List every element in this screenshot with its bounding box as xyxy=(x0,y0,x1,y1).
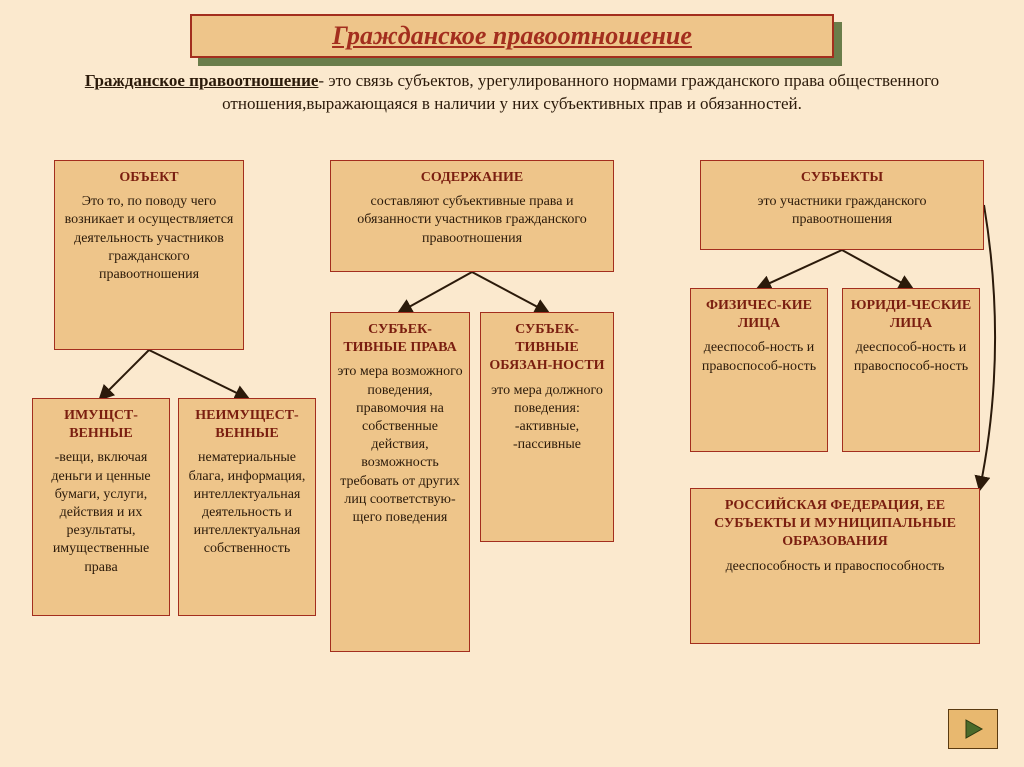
box-subjects-rf-heading: РОССИЙСКАЯ ФЕДЕРАЦИЯ, ЕЕ СУБЪЕКТЫ И МУНИ… xyxy=(697,497,973,552)
box-subjects-body: это участники гражданского правоотношени… xyxy=(707,193,977,229)
box-subjects-individuals: ФИЗИЧЕС-КИЕ ЛИЦА дееспособ-ность и право… xyxy=(690,288,828,452)
box-subjects-legal-heading: ЮРИДИ-ЧЕСКИЕ ЛИЦА xyxy=(849,297,973,333)
box-object-tangible: ИМУЩСТ-ВЕННЫЕ -вещи, включая деньги и це… xyxy=(32,398,170,616)
box-subjects-rf: РОССИЙСКАЯ ФЕДЕРАЦИЯ, ЕЕ СУБЪЕКТЫ И МУНИ… xyxy=(690,488,980,644)
box-content-heading: СОДЕРЖАНИЕ xyxy=(337,169,607,187)
box-object-tangible-heading: ИМУЩСТ-ВЕННЫЕ xyxy=(39,407,163,443)
box-content-rights-body: это мера возможного поведения, правомочи… xyxy=(337,363,463,527)
box-content-duties: СУБЪЕК-ТИВНЫЕ ОБЯЗАН-НОСТИ это мера долж… xyxy=(480,312,614,542)
box-content-duties-heading: СУБЪЕК-ТИВНЫЕ ОБЯЗАН-НОСТИ xyxy=(487,321,607,376)
box-subjects-rf-body: дееспособность и правоспособность xyxy=(697,558,973,576)
definition-body: - это связь субъектов, урегулированного … xyxy=(222,71,939,113)
box-subjects-legal: ЮРИДИ-ЧЕСКИЕ ЛИЦА дееспособ-ность и прав… xyxy=(842,288,980,452)
box-subjects-heading: СУБЪЕКТЫ xyxy=(707,169,977,187)
box-object-tangible-body: -вещи, включая деньги и ценные бумаги, у… xyxy=(39,449,163,576)
box-object-intangible-heading: НЕИМУЩЕСТ-ВЕННЫЕ xyxy=(185,407,309,443)
box-object-intangible: НЕИМУЩЕСТ-ВЕННЫЕ нематериальные блага, и… xyxy=(178,398,316,616)
definition-text: Гражданское правоотношение- это связь су… xyxy=(80,70,944,116)
box-content: СОДЕРЖАНИЕ составляют субъективные права… xyxy=(330,160,614,272)
definition-term: Гражданское правоотношение xyxy=(85,71,319,90)
box-object: ОБЪЕКТ Это то, по поводу чего возникает … xyxy=(54,160,244,350)
box-subjects-legal-body: дееспособ-ность и правоспособ-ность xyxy=(849,339,973,375)
title-banner: Гражданское правоотношение xyxy=(190,14,834,58)
triangle-right-icon xyxy=(961,717,985,741)
box-object-body: Это то, по поводу чего возникает и осуще… xyxy=(61,193,237,284)
box-content-body: составляют субъективные права и обязанно… xyxy=(337,193,607,248)
title-front: Гражданское правоотношение xyxy=(190,14,834,58)
box-content-rights: СУБЪЕК-ТИВНЫЕ ПРАВА это мера возможного … xyxy=(330,312,470,652)
box-content-duties-body: это мера должного поведения: -активные, … xyxy=(487,382,607,455)
box-object-intangible-body: нематериальные блага, информация, интелл… xyxy=(185,449,309,558)
next-button[interactable] xyxy=(948,709,998,749)
box-subjects: СУБЪЕКТЫ это участники гражданского прав… xyxy=(700,160,984,250)
box-subjects-individuals-body: дееспособ-ность и правоспособ-ность xyxy=(697,339,821,375)
page-title: Гражданское правоотношение xyxy=(332,21,692,51)
box-content-rights-heading: СУБЪЕК-ТИВНЫЕ ПРАВА xyxy=(337,321,463,357)
box-object-heading: ОБЪЕКТ xyxy=(61,169,237,187)
box-subjects-individuals-heading: ФИЗИЧЕС-КИЕ ЛИЦА xyxy=(697,297,821,333)
